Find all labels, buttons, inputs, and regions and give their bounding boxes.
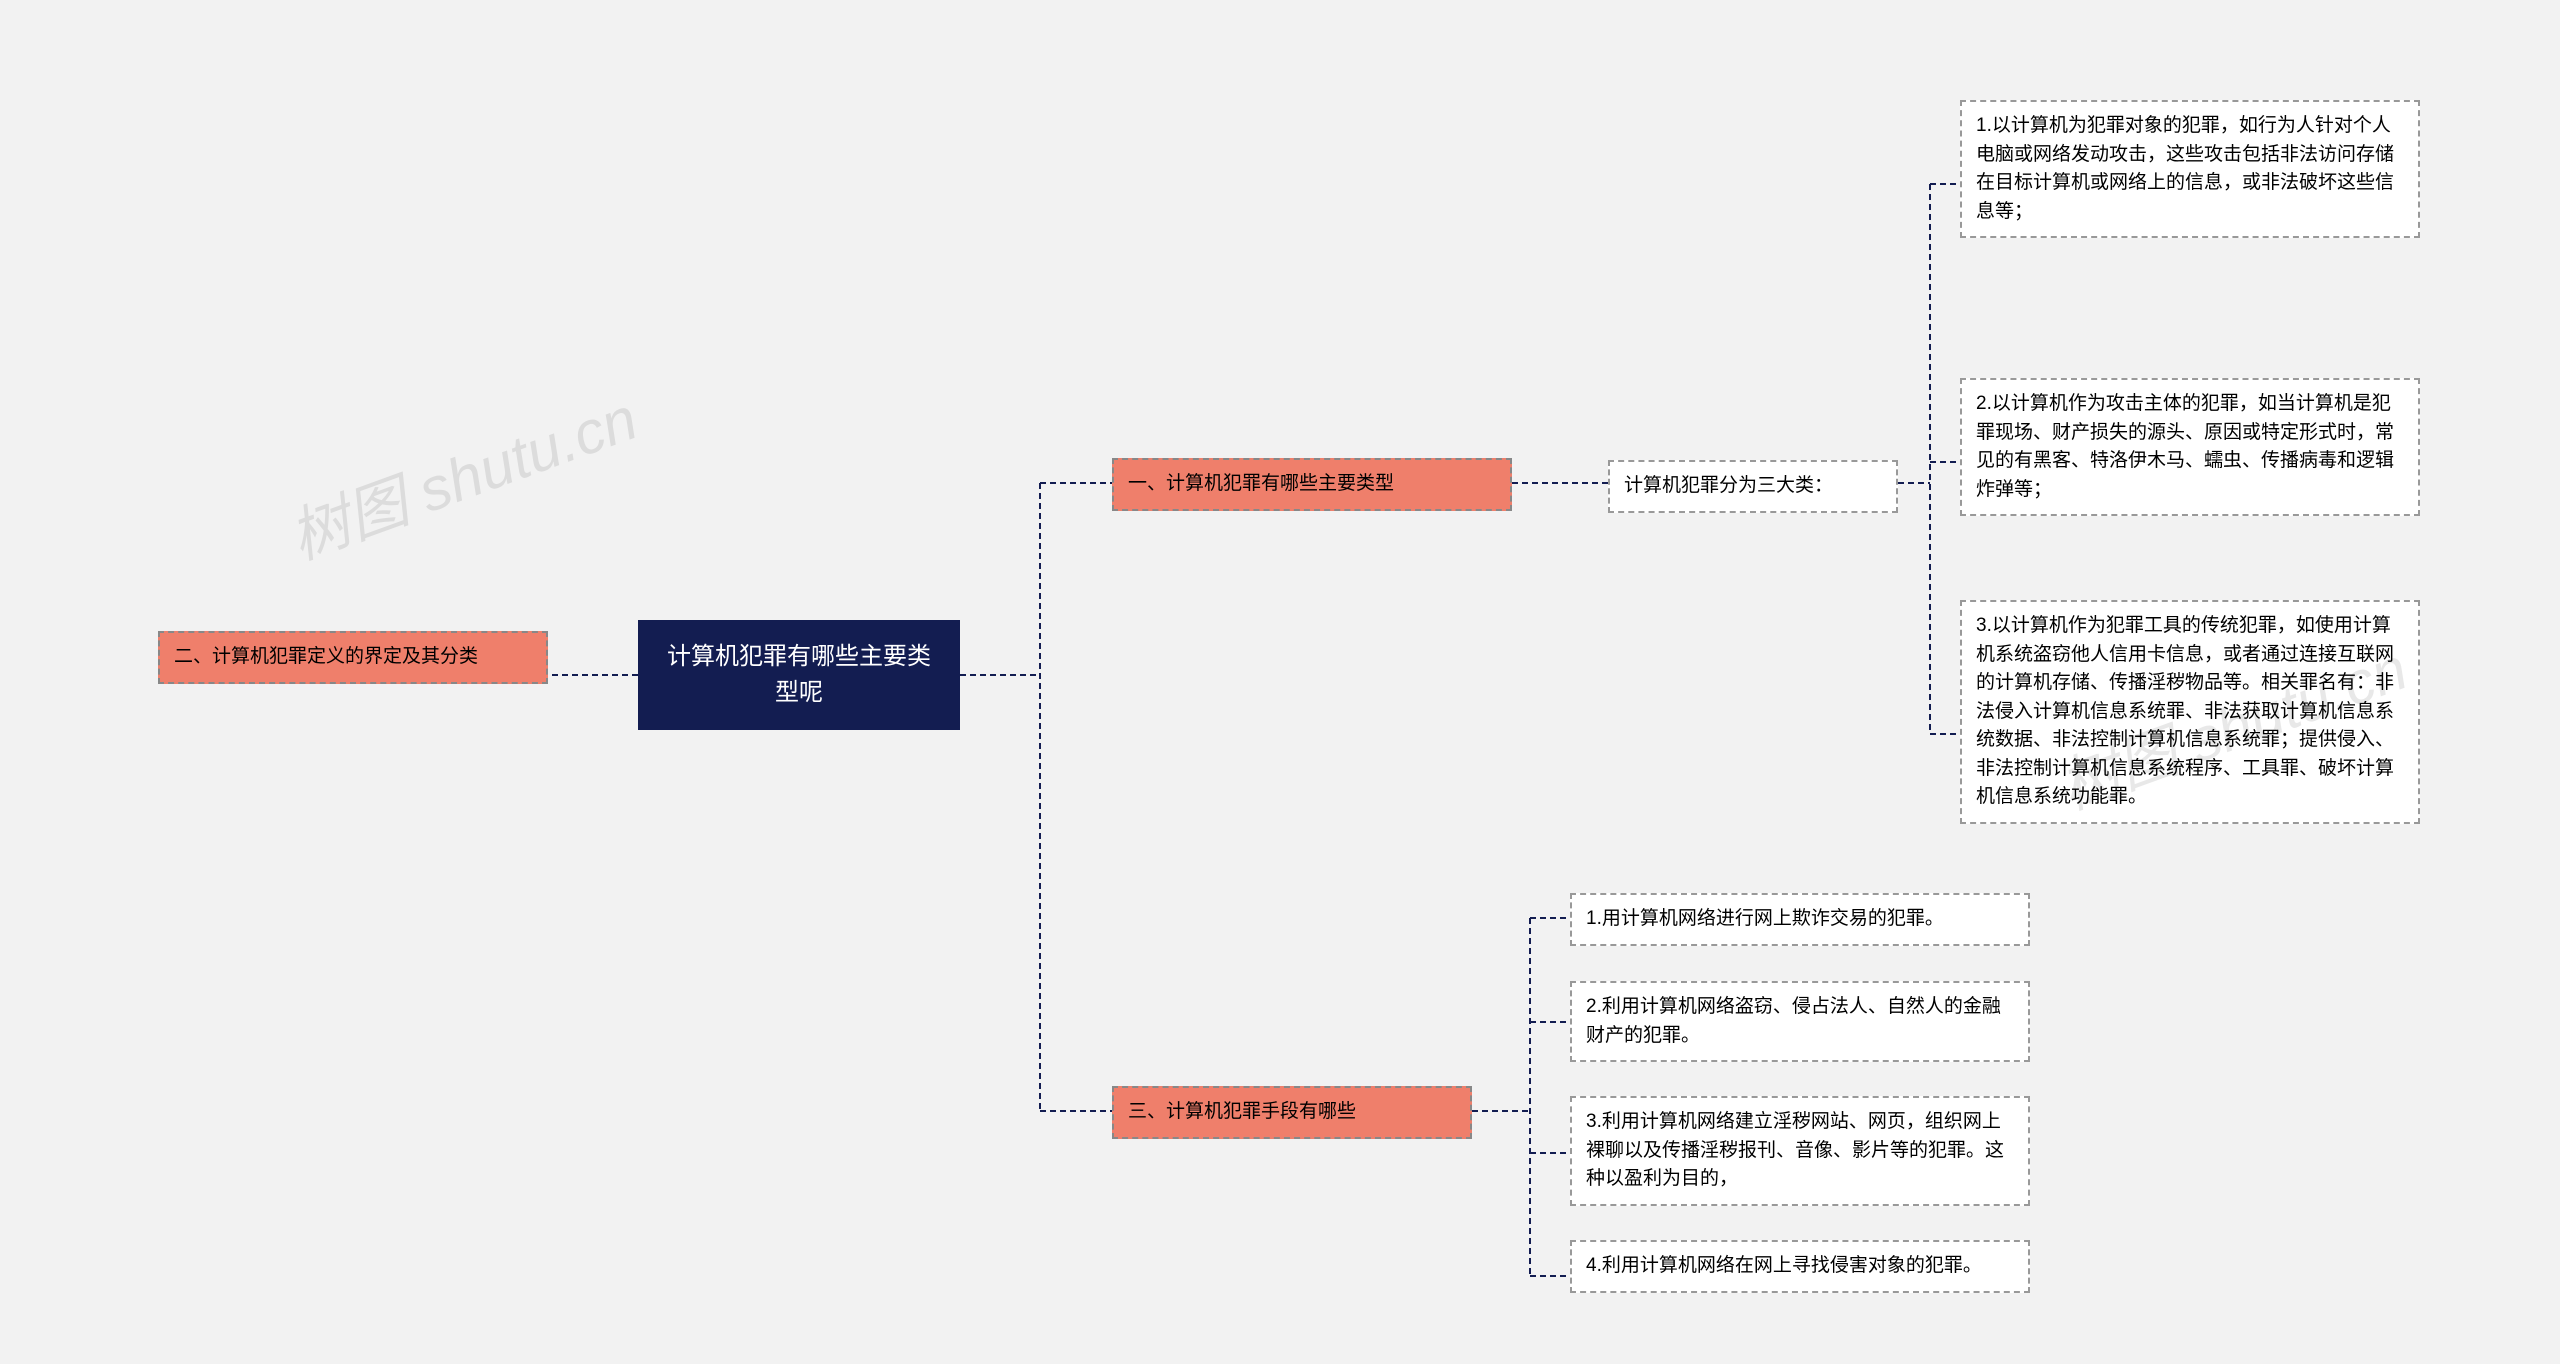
branch-1-leaf-0[interactable]: 1.以计算机为犯罪对象的犯罪，如行为人针对个人电脑或网络发动攻击，这些攻击包括非… [1960, 100, 2420, 238]
branch-3-leaf-1-text: 2.利用计算机网络盗窃、侵占法人、自然人的金融财产的犯罪。 [1586, 996, 2001, 1046]
root-label: 计算机犯罪有哪些主要类型呢 [662, 639, 936, 711]
branch-3-leaf-0-text: 1.用计算机网络进行网上欺诈交易的犯罪。 [1586, 908, 1944, 929]
branch-3-leaf-2[interactable]: 3.利用计算机网络建立淫秽网站、网页，组织网上裸聊以及传播淫秽报刊、音像、影片等… [1570, 1096, 2030, 1206]
branch-1-leaf-1-text: 2.以计算机作为攻击主体的犯罪，如当计算机是犯罪现场、财产损失的源头、原因或特定… [1976, 393, 2394, 500]
branch-1-leaf-2-text: 3.以计算机作为犯罪工具的传统犯罪，如使用计算机系统盗窃他人信用卡信息，或者通过… [1976, 615, 2394, 807]
branch-3-leaf-2-text: 3.利用计算机网络建立淫秽网站、网页，组织网上裸聊以及传播淫秽报刊、音像、影片等… [1586, 1111, 2004, 1189]
root-node[interactable]: 计算机犯罪有哪些主要类型呢 [638, 620, 960, 730]
branch-1-leaf-0-text: 1.以计算机为犯罪对象的犯罪，如行为人针对个人电脑或网络发动攻击，这些攻击包括非… [1976, 115, 2394, 222]
branch-3-leaf-1[interactable]: 2.利用计算机网络盗窃、侵占法人、自然人的金融财产的犯罪。 [1570, 981, 2030, 1062]
branch-left-label: 二、计算机犯罪定义的界定及其分类 [174, 646, 478, 667]
branch-3[interactable]: 三、计算机犯罪手段有哪些 [1112, 1086, 1472, 1139]
watermark: 树图 shutu.cn [276, 370, 647, 576]
branch-3-label: 三、计算机犯罪手段有哪些 [1128, 1101, 1356, 1122]
branch-left[interactable]: 二、计算机犯罪定义的界定及其分类 [158, 631, 548, 684]
mindmap-canvas: 计算机犯罪有哪些主要类型呢 二、计算机犯罪定义的界定及其分类 一、计算机犯罪有哪… [0, 0, 2560, 1364]
branch-1-label: 一、计算机犯罪有哪些主要类型 [1128, 473, 1394, 494]
branch-1[interactable]: 一、计算机犯罪有哪些主要类型 [1112, 458, 1512, 511]
branch-3-leaf-3-text: 4.利用计算机网络在网上寻找侵害对象的犯罪。 [1586, 1255, 1982, 1276]
branch-1-leaf-1[interactable]: 2.以计算机作为攻击主体的犯罪，如当计算机是犯罪现场、财产损失的源头、原因或特定… [1960, 378, 2420, 516]
branch-3-leaf-0[interactable]: 1.用计算机网络进行网上欺诈交易的犯罪。 [1570, 893, 2030, 946]
branch-1-leaf-2[interactable]: 3.以计算机作为犯罪工具的传统犯罪，如使用计算机系统盗窃他人信用卡信息，或者通过… [1960, 600, 2420, 824]
branch-3-leaf-3[interactable]: 4.利用计算机网络在网上寻找侵害对象的犯罪。 [1570, 1240, 2030, 1293]
branch-1-sub[interactable]: 计算机犯罪分为三大类： [1608, 460, 1898, 513]
branch-1-sub-label: 计算机犯罪分为三大类： [1624, 475, 1833, 496]
